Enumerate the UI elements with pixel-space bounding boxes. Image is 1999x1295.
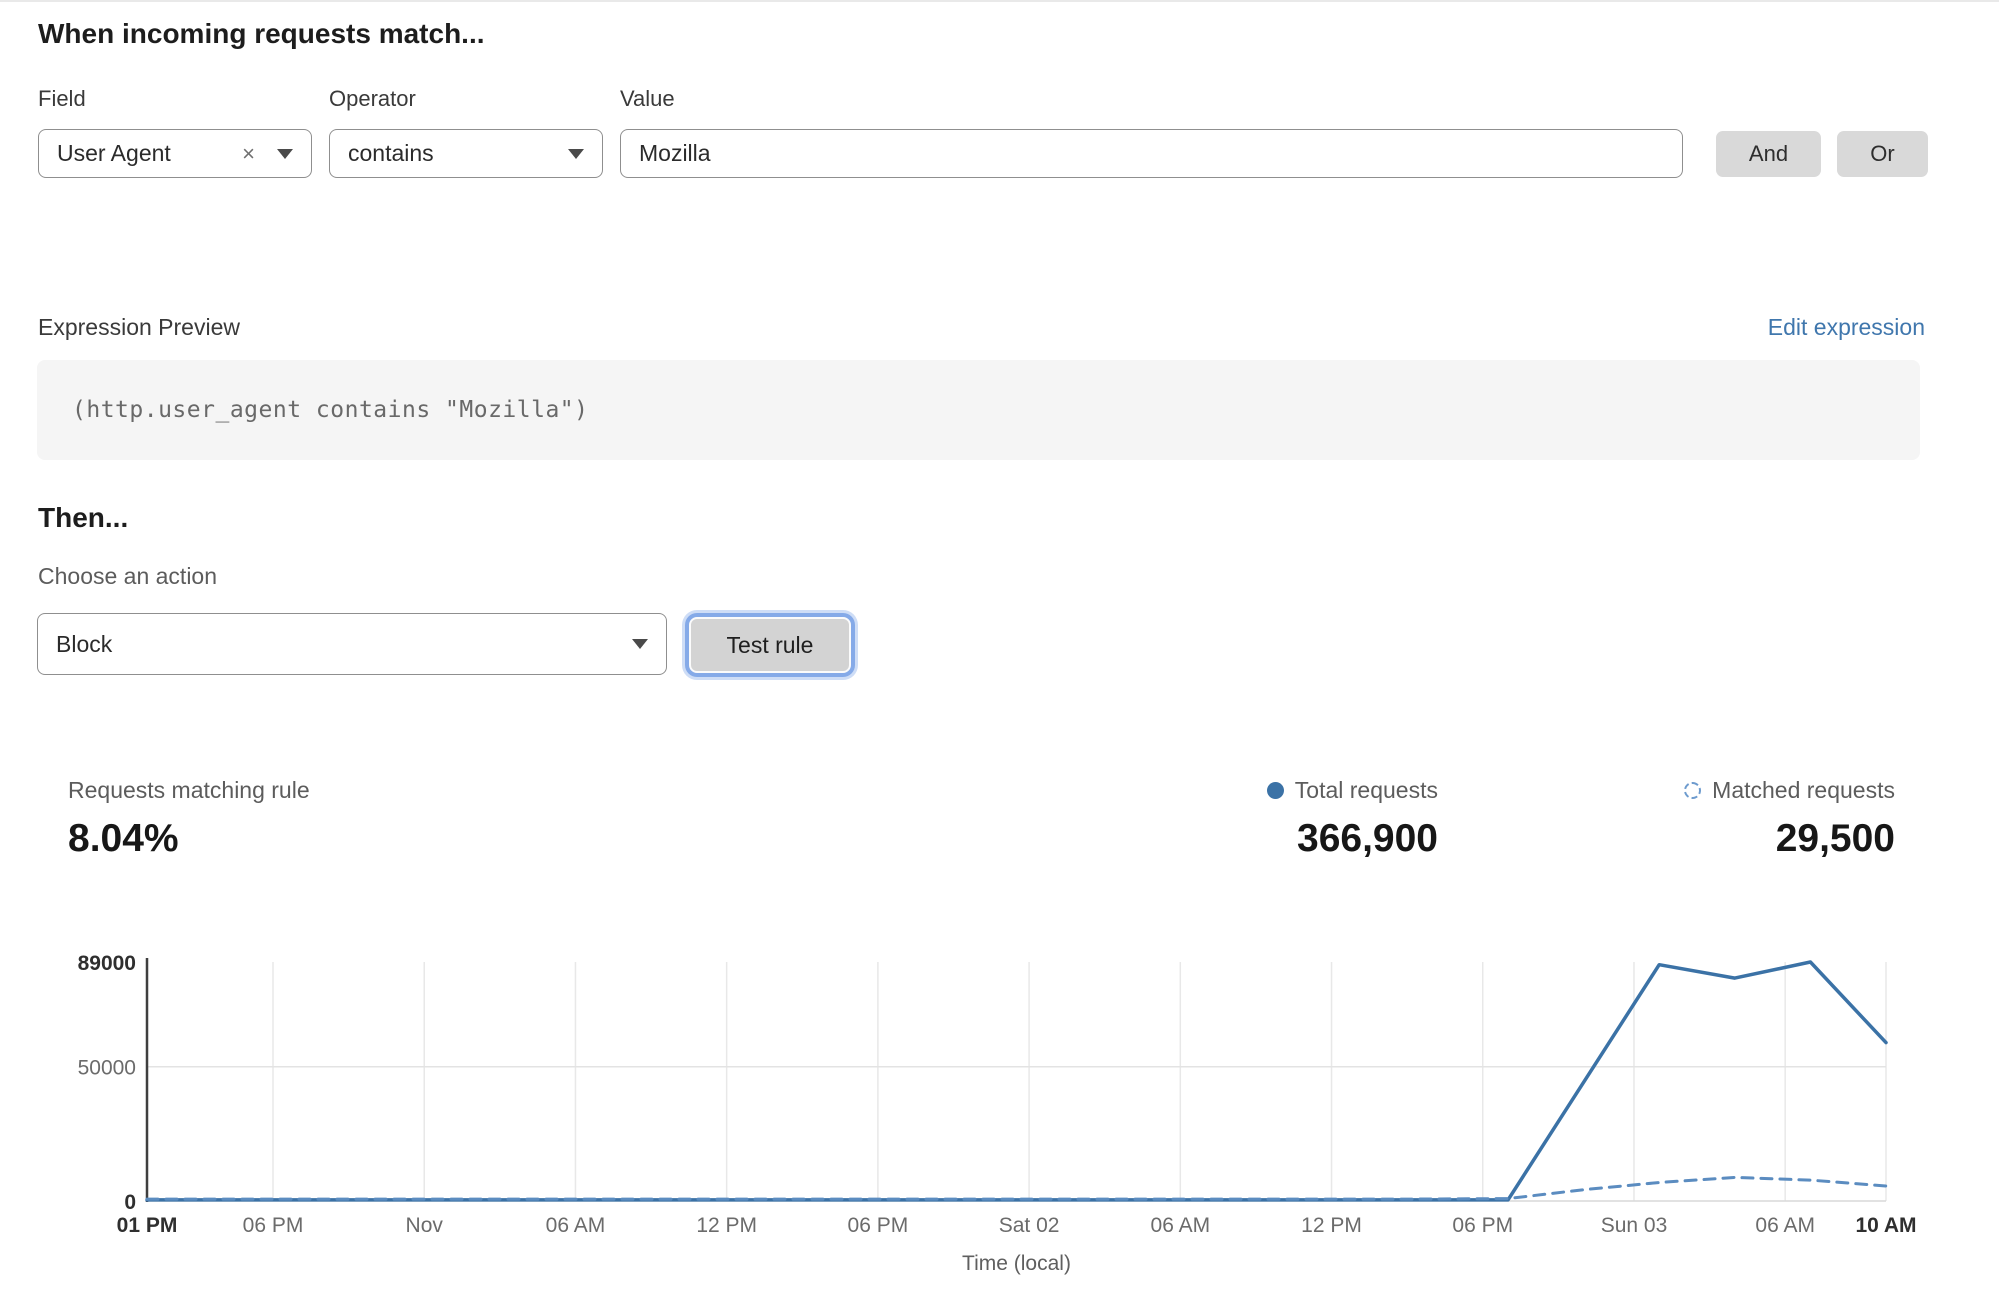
matched-requests-line bbox=[145, 1175, 1888, 1201]
x-tick-label: 06 AM bbox=[546, 1214, 606, 1237]
expression-preview-box: (http.user_agent contains "Mozilla") bbox=[37, 360, 1920, 460]
expression-preview-label: Expression Preview bbox=[38, 314, 240, 340]
x-tick-label: 06 PM bbox=[848, 1214, 909, 1237]
value-input[interactable] bbox=[620, 129, 1683, 178]
value-label: Value bbox=[620, 86, 675, 111]
chevron-down-icon bbox=[632, 639, 648, 649]
total-requests-line bbox=[145, 960, 1888, 1202]
stat-matched-requests: Matched requests 29,500 bbox=[1684, 777, 1895, 861]
operator-select[interactable]: contains bbox=[329, 129, 603, 178]
stat-total-requests: Total requests 366,900 bbox=[1266, 777, 1438, 861]
y-tick-label: 89000 bbox=[78, 952, 136, 975]
panel-top-edge bbox=[0, 0, 1999, 2]
then-heading: Then... bbox=[38, 502, 129, 533]
x-tick-label: 10 AM bbox=[1855, 1214, 1916, 1237]
x-tick-label: Sat 02 bbox=[999, 1214, 1060, 1237]
clear-icon[interactable]: × bbox=[242, 140, 255, 166]
stat-requests-matching: Requests matching rule 8.04% bbox=[68, 777, 310, 861]
stat-total-value: 366,900 bbox=[1297, 817, 1438, 860]
or-button[interactable]: Or bbox=[1837, 131, 1928, 177]
stat-matched-value: 29,500 bbox=[1775, 817, 1895, 860]
test-rule-button[interactable]: Test rule bbox=[689, 617, 851, 673]
x-tick-label: Sun 03 bbox=[1601, 1214, 1668, 1237]
chevron-down-icon bbox=[277, 148, 293, 159]
choose-action-label: Choose an action bbox=[38, 563, 218, 589]
x-tick-label: Nov bbox=[406, 1214, 444, 1237]
total-requests-legend-icon bbox=[1266, 782, 1284, 799]
stat-total-label: Total requests bbox=[1294, 777, 1438, 803]
x-tick-label: 01 PM bbox=[117, 1214, 178, 1237]
action-select-value: Block bbox=[56, 630, 113, 657]
x-tick-label: 12 PM bbox=[1301, 1214, 1362, 1237]
y-tick-label: 0 bbox=[124, 1191, 136, 1214]
y-tick-label: 50000 bbox=[78, 1057, 136, 1080]
requests-chart: 0 50000 89000 01 PM 06 PM Nov 06 AM 12 PM 06 PM S… bbox=[0, 930, 1999, 1290]
x-axis-title: Time (local) bbox=[962, 1252, 1071, 1275]
x-tick-label: 06 AM bbox=[1755, 1214, 1815, 1237]
operator-label: Operator bbox=[329, 86, 416, 111]
stat-matching-value: 8.04% bbox=[68, 817, 179, 860]
stat-matched-label: Matched requests bbox=[1712, 777, 1895, 803]
operator-select-value: contains bbox=[348, 140, 434, 166]
action-select[interactable]: Block bbox=[37, 613, 667, 675]
matched-requests-legend-icon bbox=[1684, 782, 1702, 799]
field-select-value: User Agent bbox=[57, 140, 171, 166]
chevron-down-icon bbox=[568, 148, 584, 159]
field-label: Field bbox=[38, 86, 86, 111]
x-tick-label: 12 PM bbox=[696, 1214, 757, 1237]
stat-matching-label: Requests matching rule bbox=[68, 777, 310, 803]
x-tick-label: 06 AM bbox=[1151, 1214, 1211, 1237]
edit-expression-link[interactable]: Edit expression bbox=[1767, 314, 1925, 340]
and-button[interactable]: And bbox=[1716, 131, 1821, 177]
x-tick-label: 06 PM bbox=[1452, 1214, 1513, 1237]
page-title: When incoming requests match... bbox=[38, 18, 485, 49]
x-tick-label: 06 PM bbox=[243, 1214, 304, 1237]
expression-code: (http.user_agent contains "Mozilla") bbox=[72, 397, 589, 423]
field-select[interactable]: User Agent × bbox=[38, 129, 312, 178]
